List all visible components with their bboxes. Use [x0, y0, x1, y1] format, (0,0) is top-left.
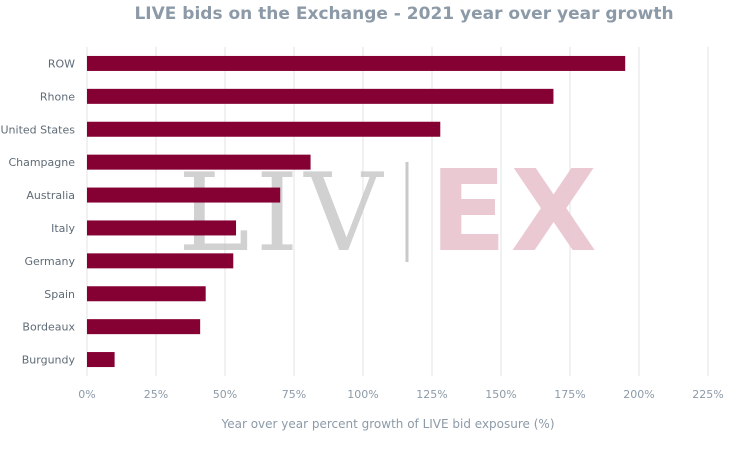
bar-australia: [87, 187, 281, 203]
watermark-ex-text: EX: [430, 147, 601, 277]
category-label: Italy: [51, 222, 75, 235]
bar-united-states: [87, 121, 441, 137]
bar-rhone: [87, 88, 554, 104]
x-axis-title: Year over year percent growth of LIVE bi…: [220, 417, 554, 431]
bar-layer: [87, 55, 626, 368]
grid-layer: [86, 47, 709, 376]
bar-burgundy: [87, 352, 115, 368]
bar-row: [87, 55, 626, 71]
x-tick-label: 125%: [416, 388, 447, 401]
category-label: ROW: [48, 57, 75, 70]
x-tick-label: 75%: [282, 388, 306, 401]
x-tick-label: 225%: [692, 388, 723, 401]
bar-italy: [87, 220, 237, 236]
x-tick-label: 200%: [623, 388, 654, 401]
category-labels: ROW Rhone United States Champagne Australia I…: [1, 57, 76, 366]
category-label: Burgundy: [22, 354, 76, 367]
category-label: Germany: [24, 255, 75, 268]
category-label: Spain: [44, 288, 75, 301]
bar-champagne: [87, 154, 311, 170]
x-tick-label: 25%: [144, 388, 168, 401]
category-label: Bordeaux: [22, 321, 75, 334]
x-tick-label: 0%: [78, 388, 95, 401]
category-label: Champagne: [8, 156, 75, 169]
x-tick-label: 50%: [213, 388, 237, 401]
x-tick-labels: 0% 25% 50% 75% 100% 125% 150% 175% 200% 225%: [78, 388, 723, 401]
category-label: United States: [1, 123, 76, 136]
x-tick-label: 150%: [485, 388, 516, 401]
bar-spain: [87, 286, 206, 302]
bar-germany: [87, 253, 234, 269]
chart-title: LIVE bids on the Exchange - 2021 year ov…: [134, 4, 674, 24]
category-label: Australia: [26, 189, 75, 202]
x-tick-label: 175%: [554, 388, 585, 401]
bar-bordeaux: [87, 319, 201, 335]
x-tick-label: 100%: [347, 388, 378, 401]
category-label: Rhone: [40, 90, 75, 103]
